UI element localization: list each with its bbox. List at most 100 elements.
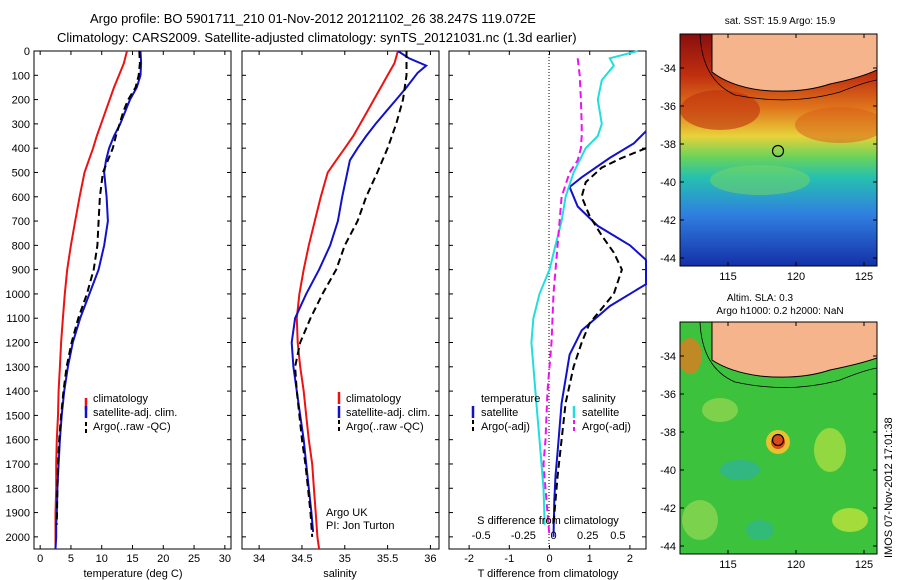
series-line-satellite-adj--clim- bbox=[54, 50, 143, 550]
y-tick-label: 2000 bbox=[6, 532, 30, 544]
temperature-legend: climatology satellite-adj. clim. Argo(..… bbox=[84, 393, 177, 434]
difference-legend: temperature salinity satellite Argo(-adj… bbox=[471, 393, 631, 433]
temperature-xlabel: temperature (deg C) bbox=[83, 568, 182, 580]
lat-tick-label: -38 bbox=[660, 139, 676, 151]
sla-map-title-line2: Argo h1000: 0.2 h2000: NaN bbox=[716, 306, 843, 317]
lat-tick-label: -36 bbox=[660, 389, 676, 401]
x-tick-label: 20 bbox=[157, 553, 169, 565]
lat-tick-label: -42 bbox=[660, 215, 676, 227]
s-difference-label: S difference from climatology bbox=[477, 515, 619, 527]
temperature-axes-box bbox=[33, 50, 232, 550]
x-tick-label: -2 bbox=[464, 553, 474, 565]
lon-tick-label: 115 bbox=[719, 271, 737, 283]
series-line-argo--adj- bbox=[542, 58, 583, 537]
sla-map-title-line1: Altim. SLA: 0.3 bbox=[727, 293, 794, 304]
temperature-panel: 0100200300400500600700800900100011001200… bbox=[6, 46, 232, 580]
x-tick-label: 2 bbox=[627, 553, 633, 565]
figure-title-line2: Climatology: CARS2009. Satellite-adjuste… bbox=[57, 30, 577, 45]
legend-argo-s: Argo(..raw -QC) bbox=[346, 421, 424, 433]
lon-tick-label: 125 bbox=[855, 271, 873, 283]
legend-satellite-adj-s: satellite-adj. clim. bbox=[346, 407, 430, 419]
legend-climatology-s: climatology bbox=[346, 393, 402, 405]
lat-tick-label: -34 bbox=[660, 351, 676, 363]
top-tick-label: -0.5 bbox=[472, 530, 491, 542]
series-line-climatology bbox=[54, 50, 128, 549]
lon-tick-label: 125 bbox=[855, 559, 873, 571]
legend-temperature-title: temperature bbox=[481, 393, 540, 405]
series-line-satellite bbox=[530, 50, 639, 525]
series-line-argo---raw--qc- bbox=[294, 51, 408, 537]
x-tick-label: 5 bbox=[68, 553, 74, 565]
x-tick-label: 1 bbox=[587, 553, 593, 565]
y-tick-label: 1800 bbox=[6, 483, 30, 495]
lon-tick-label: 120 bbox=[787, 559, 805, 571]
argo-uk-annotation: Argo UK bbox=[326, 507, 368, 519]
t-difference-xlabel: T difference from climatology bbox=[478, 568, 619, 580]
legend-satellite-adj: satellite-adj. clim. bbox=[93, 407, 177, 419]
y-tick-label: 1400 bbox=[6, 386, 30, 398]
top-tick-label: -0.25 bbox=[511, 530, 536, 542]
y-tick-label: 400 bbox=[12, 143, 30, 155]
top-tick-label: 0 bbox=[550, 530, 556, 542]
lat-tick-label: -34 bbox=[660, 63, 676, 75]
x-tick-label: 0 bbox=[37, 553, 43, 565]
series-line-argo--adj- bbox=[552, 147, 647, 525]
y-tick-label: 1000 bbox=[6, 289, 30, 301]
salinity-legend: climatology satellite-adj. clim. Argo(..… bbox=[337, 392, 430, 433]
difference-axes-box bbox=[448, 50, 647, 550]
x-tick-label: 36 bbox=[424, 553, 436, 565]
series-line-satellite bbox=[552, 130, 647, 537]
x-tick-label: 25 bbox=[188, 553, 200, 565]
y-tick-label: 0 bbox=[24, 46, 30, 58]
x-tick-label: 10 bbox=[96, 553, 108, 565]
y-tick-label: 1300 bbox=[6, 362, 30, 374]
series-line-climatology bbox=[295, 50, 399, 550]
y-tick-label: 1700 bbox=[6, 459, 30, 471]
y-tick-label: 900 bbox=[12, 265, 30, 277]
y-tick-label: 800 bbox=[12, 240, 30, 252]
y-tick-label: 1100 bbox=[6, 313, 30, 325]
sla-map: Altim. SLA: 0.3 Argo h1000: 0.2 h2000: N… bbox=[660, 293, 878, 571]
lat-tick-label: -36 bbox=[660, 101, 676, 113]
y-tick-label: 1900 bbox=[6, 508, 30, 520]
x-tick-label: 0 bbox=[546, 553, 552, 565]
figure-title-line1: Argo profile: BO 5901711_210 01-Nov-2012… bbox=[90, 11, 536, 26]
x-tick-label: 30 bbox=[219, 553, 231, 565]
y-tick-label: 200 bbox=[12, 95, 30, 107]
x-tick-label: 35.5 bbox=[377, 553, 398, 565]
lat-tick-label: -44 bbox=[660, 541, 676, 553]
top-tick-label: 0.25 bbox=[577, 530, 598, 542]
y-tick-label: 600 bbox=[12, 192, 30, 204]
sla-float-marker bbox=[771, 433, 785, 447]
salinity-axes-box bbox=[241, 50, 440, 550]
imos-watermark: IMOS 07-Nov-2012 17:01:38 bbox=[883, 417, 895, 558]
y-tick-label: 500 bbox=[12, 167, 30, 179]
y-tick-label: 1500 bbox=[6, 410, 30, 422]
y-tick-label: 1600 bbox=[6, 435, 30, 447]
australia-landmass-2 bbox=[711, 322, 877, 378]
salinity-panel: 34 34.5 35 35.5 36 salinity climatology sate… bbox=[241, 50, 440, 580]
x-tick-label: 15 bbox=[126, 553, 138, 565]
sst-map-title: sat. SST: 15.9 Argo: 15.9 bbox=[725, 16, 836, 27]
lat-tick-label: -40 bbox=[660, 177, 676, 189]
y-tick-label: 700 bbox=[12, 216, 30, 228]
sst-float-marker bbox=[771, 144, 785, 158]
x-tick-label: 34 bbox=[253, 553, 265, 565]
y-tick-label: 1200 bbox=[6, 338, 30, 350]
x-tick-label: 35 bbox=[339, 553, 351, 565]
australia-landmass bbox=[711, 34, 877, 92]
difference-panel: -2 -1 0 1 2 S difference from climatology -0… bbox=[448, 50, 647, 580]
y-tick-label: 300 bbox=[12, 119, 30, 131]
top-tick-label: 0.5 bbox=[610, 530, 625, 542]
legend-t-satellite: satellite bbox=[481, 407, 518, 419]
legend-s-argo: Argo(-adj) bbox=[582, 421, 631, 433]
x-tick-label: -1 bbox=[504, 553, 514, 565]
legend-t-argo: Argo(-adj) bbox=[481, 421, 530, 433]
legend-argo: Argo(..raw -QC) bbox=[93, 421, 171, 433]
lat-tick-label: -42 bbox=[660, 503, 676, 515]
lat-tick-label: -44 bbox=[660, 253, 676, 265]
series-line-argo---raw--qc- bbox=[55, 50, 141, 525]
x-tick-label: 34.5 bbox=[291, 553, 312, 565]
lat-tick-label: -40 bbox=[660, 465, 676, 477]
